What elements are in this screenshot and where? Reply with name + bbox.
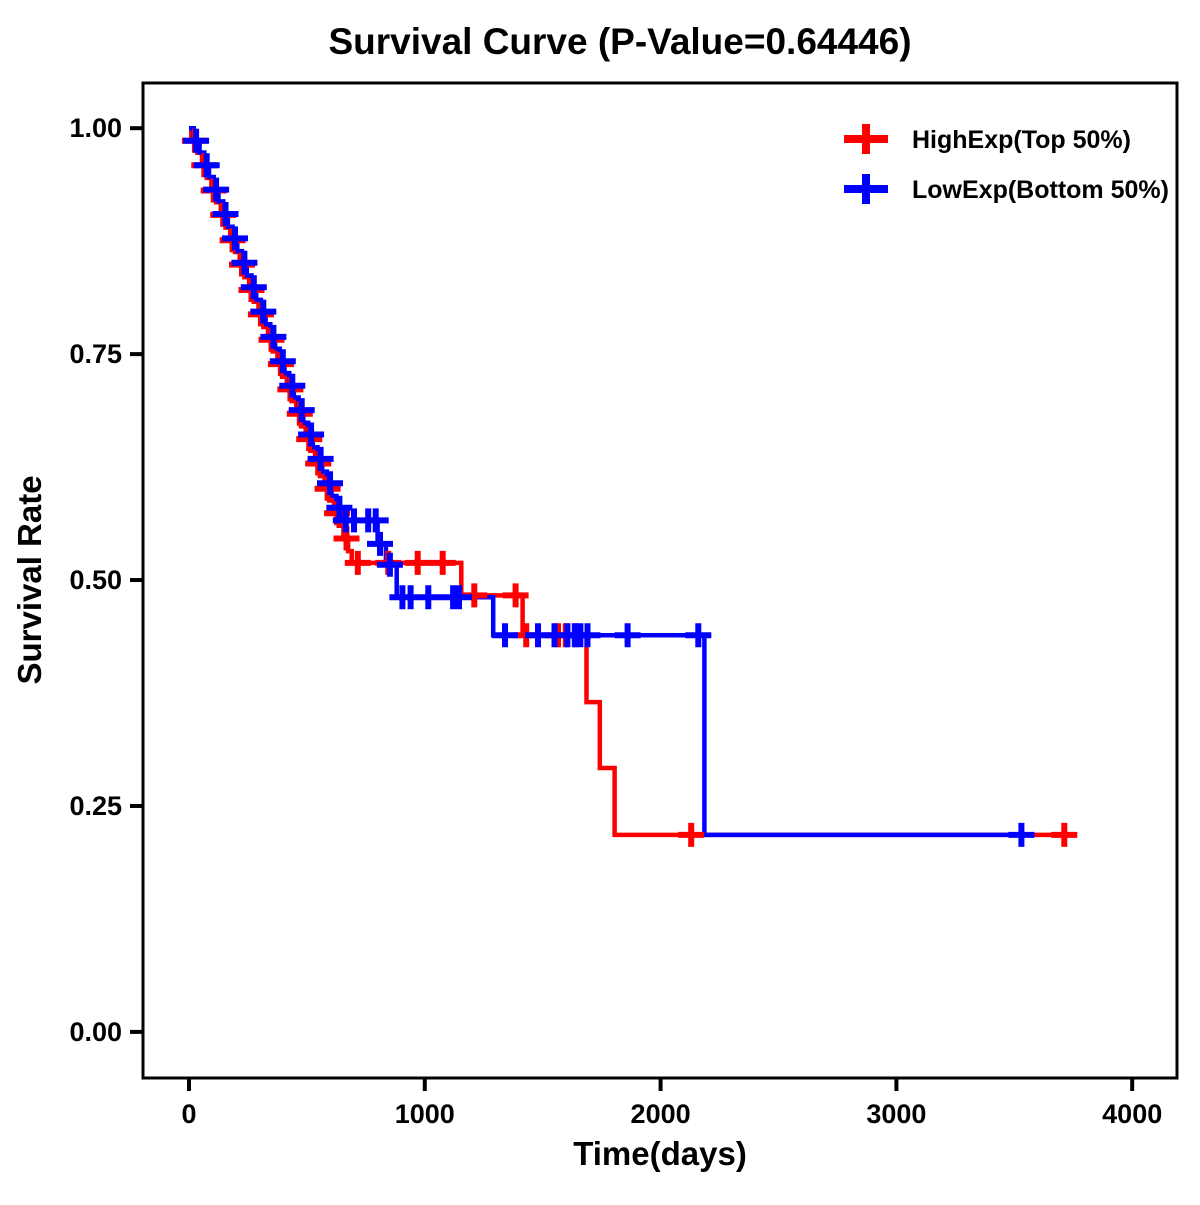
plot-border <box>141 81 1179 1080</box>
censor-marks-highexp <box>181 128 1078 847</box>
y-tick-label: 0.25 <box>69 791 122 821</box>
legend-label: LowExp(Bottom 50%) <box>912 176 1169 204</box>
legend-label: HighExp(Top 50%) <box>912 126 1131 154</box>
x-tick-label: 0 <box>181 1099 196 1129</box>
x-axis-title: Time(days) <box>573 1135 747 1172</box>
x-axis-ticks: 0 1000 2000 3000 4000 <box>181 1078 1162 1129</box>
survival-curve-lowexp <box>189 125 1023 838</box>
y-tick-label: 0.75 <box>69 339 122 369</box>
legend: HighExp(Top 50%) LowExp(Bottom 50%) <box>844 124 1169 204</box>
chart-title: Survival Curve (P-Value=0.64446) <box>328 21 911 62</box>
x-tick-label: 1000 <box>395 1099 455 1129</box>
y-axis-title: Survival Rate <box>11 475 48 684</box>
censor-marks-lowexp <box>183 128 1035 847</box>
x-tick-label: 2000 <box>631 1099 691 1129</box>
x-tick-label: 4000 <box>1102 1099 1162 1129</box>
y-tick-label: 1.00 <box>69 113 122 143</box>
y-axis-ticks: 1.00 0.75 0.50 0.25 0.00 <box>69 113 143 1047</box>
x-tick-label: 3000 <box>866 1099 926 1129</box>
y-tick-label: 0.00 <box>69 1017 122 1047</box>
survival-curves <box>181 125 1078 847</box>
y-tick-label: 0.50 <box>69 565 122 595</box>
